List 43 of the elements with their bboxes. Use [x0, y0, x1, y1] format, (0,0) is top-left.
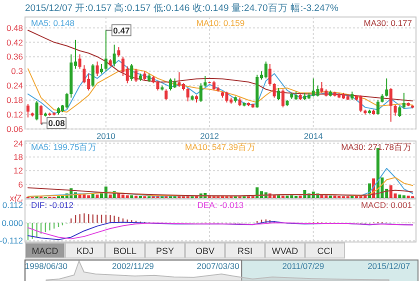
y-tick-label: 0.36	[6, 52, 24, 62]
text: MA10: 0.159	[196, 18, 245, 28]
x-tick-label: 2011/07/29	[282, 261, 324, 271]
text: MA30: 271.78百万	[341, 142, 412, 152]
series-label: DEA: -0.013	[197, 200, 244, 210]
x-tick-label: 2007/03/30	[196, 261, 240, 271]
y-tick-label: 0.12	[6, 110, 24, 120]
text: OBV	[195, 246, 215, 256]
y-tick-label: 0.000	[2, 218, 24, 228]
y-tick-label: 0.18	[6, 95, 24, 106]
text: BOLL	[113, 246, 137, 256]
y-tick-label: -0.112	[0, 236, 24, 246]
text: KDJ	[76, 246, 94, 256]
text: MACD	[32, 246, 59, 256]
y-tick-label: 0.3	[11, 66, 24, 76]
text: CCI	[317, 246, 333, 256]
text: MA30: 0.177	[364, 18, 412, 28]
y-tick-label: 0.24	[6, 80, 24, 91]
x-tick-label: 2002/11/29	[112, 261, 154, 271]
x-tick-label: 1998/06/30	[24, 261, 68, 271]
x-tick-label: 2014	[304, 131, 324, 141]
y-tick-label: 0.42	[6, 37, 24, 48]
y-tick-label: 24	[14, 138, 24, 148]
text: RSI	[237, 246, 253, 256]
y-tick-label: 0.06	[6, 124, 24, 134]
text: MA5: 0.148	[31, 18, 75, 28]
x-tick-label: 2015/12/07	[368, 261, 410, 271]
chart-title: 2015/12/07 开:0.157 高:0.157 低:0.146 收:0.149 量:24.70百万 幅:-3.247%	[25, 2, 340, 14]
y-tick-label: 6	[18, 179, 24, 190]
x-tick-label: 2010	[96, 131, 116, 141]
text: MA5: 199.75百万	[31, 142, 98, 152]
x-tick-label: 2012	[200, 131, 220, 141]
y-tick-label: 0.48	[6, 22, 24, 33]
text: DIF: -0.012	[31, 200, 74, 210]
y-tick-label: 18	[14, 152, 24, 162]
text: PSY	[156, 246, 174, 256]
y-tick-label: 12	[14, 166, 24, 176]
text: MA10: 547.39百万	[185, 142, 256, 152]
series-label: MACD: 0.001	[360, 200, 412, 210]
y-tick-label: x亿	[10, 193, 23, 203]
annotation: 0.47	[113, 25, 130, 36]
annotation: 0.08	[48, 118, 66, 128]
text: WVAD	[272, 246, 299, 256]
